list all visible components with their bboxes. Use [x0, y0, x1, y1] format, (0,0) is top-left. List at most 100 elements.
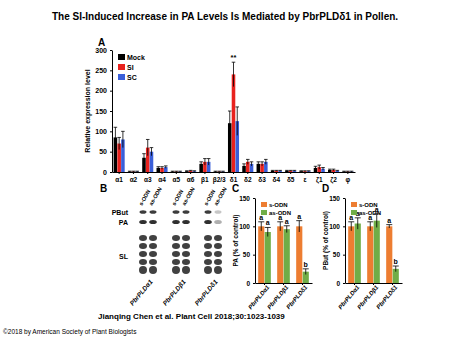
- x-tick: β2/3: [213, 172, 226, 184]
- error-line: [201, 162, 202, 166]
- plot-area: [258, 221, 309, 283]
- error-cap: [299, 170, 303, 171]
- legend-label: s-ODN: [269, 202, 288, 208]
- error-line: [147, 139, 148, 155]
- error-bar: [193, 170, 197, 172]
- bar: [355, 224, 361, 284]
- error-bar: [284, 226, 290, 233]
- error-bar: [258, 222, 264, 231]
- x-tick-label: α5: [173, 176, 181, 183]
- error-bar: [299, 170, 303, 172]
- legend-swatch: [351, 210, 357, 215]
- error-bar: [250, 162, 254, 166]
- bar: [346, 171, 350, 172]
- pa-spot: [182, 220, 190, 224]
- x-tick-mark: [276, 172, 277, 174]
- legend-label: as-ODN: [269, 210, 291, 216]
- x-tick: α3: [144, 172, 152, 183]
- legend-label: SI: [127, 64, 134, 71]
- bar: [348, 226, 354, 283]
- bar: [221, 171, 225, 172]
- y-tick: 100: [239, 223, 255, 230]
- x-tick-mark: [262, 172, 263, 174]
- sl-spot: [139, 259, 147, 265]
- error-cap: [321, 167, 325, 168]
- x-tick-mark: [304, 172, 305, 174]
- error-bar: [114, 127, 118, 147]
- error-cap: [284, 225, 290, 226]
- error-cap: [303, 268, 309, 269]
- legend-label: as-ODN: [359, 210, 381, 216]
- y-tick-mark: [343, 255, 345, 256]
- significance-label: a: [387, 217, 391, 224]
- x-tick-label: α4: [158, 176, 166, 183]
- y-tick-mark: [110, 70, 112, 71]
- error-cap: [367, 221, 373, 222]
- bar: [278, 171, 282, 172]
- error-cap: [150, 147, 154, 148]
- bar: [265, 232, 271, 283]
- x-tick-label: δ5: [287, 176, 295, 183]
- error-line: [229, 111, 230, 135]
- sl-spot: [172, 259, 180, 265]
- error-bar: [285, 170, 289, 172]
- x-axis: PbrPLDα1PbrPLDβ1PbrPLDδ1: [337, 283, 402, 310]
- error-cap: [214, 171, 218, 172]
- y-tick: 150: [329, 195, 345, 202]
- x-tick: α1: [115, 172, 123, 183]
- y-tick-mark: [253, 226, 255, 227]
- error-cap: [246, 159, 250, 160]
- x-tick-mark: [247, 172, 248, 174]
- error-bar: [336, 170, 340, 172]
- sl-spot: [214, 243, 222, 249]
- y-tick-mark: [253, 198, 255, 199]
- legend-swatch: [118, 64, 125, 70]
- bar: [178, 171, 182, 172]
- error-bar: [117, 137, 121, 149]
- error-cap: [228, 111, 232, 112]
- sl-spot: [182, 259, 190, 265]
- error-bar: [293, 170, 297, 172]
- pa-spot: [172, 220, 180, 224]
- bar: [328, 170, 332, 172]
- error-line: [315, 166, 316, 169]
- error-cap: [217, 171, 221, 172]
- legend: s-ODN as-ODN: [261, 202, 291, 216]
- bar: [289, 171, 293, 172]
- error-bar: [203, 159, 207, 166]
- error-bar: [132, 171, 136, 172]
- legend-label: SC: [127, 74, 137, 81]
- sl-spot: [172, 243, 180, 249]
- title: The SI-Induced Increase in PA Levels Is …: [52, 11, 398, 22]
- sample-label: PbrPLDβ1: [161, 278, 188, 308]
- error-bar: [367, 222, 373, 231]
- error-line: [251, 162, 252, 166]
- error-line: [244, 164, 245, 168]
- error-line: [119, 137, 120, 149]
- sl-spot: [172, 251, 180, 257]
- legend-swatch: [118, 54, 125, 60]
- pa-spot: [204, 220, 212, 224]
- pbut-spot: [173, 210, 180, 214]
- error-line: [280, 222, 281, 231]
- x-tick-label: ε: [303, 176, 306, 183]
- error-cap: [135, 171, 139, 172]
- error-line: [319, 165, 320, 169]
- error-bar: [121, 131, 125, 147]
- x-tick-label: α6: [187, 176, 195, 183]
- legend: s-ODNas-ODN: [351, 202, 381, 216]
- x-tick: δ3: [258, 172, 266, 183]
- error-line: [262, 162, 263, 166]
- y-axis-line: [345, 199, 346, 284]
- y-tick: 200: [95, 87, 112, 94]
- sl-spot: [172, 235, 180, 241]
- legend-swatch: [261, 210, 267, 215]
- error-cap: [346, 171, 350, 172]
- error-cap: [303, 170, 307, 171]
- chart: 050100150PbrPLDα1PbrPLDβ1PbrPLDδ1aaaaabs…: [322, 183, 403, 310]
- error-cap: [332, 169, 336, 170]
- plot-area: [114, 62, 354, 172]
- error-cap: [264, 159, 268, 160]
- bar: [271, 171, 275, 172]
- legend: MockSISC: [118, 54, 145, 81]
